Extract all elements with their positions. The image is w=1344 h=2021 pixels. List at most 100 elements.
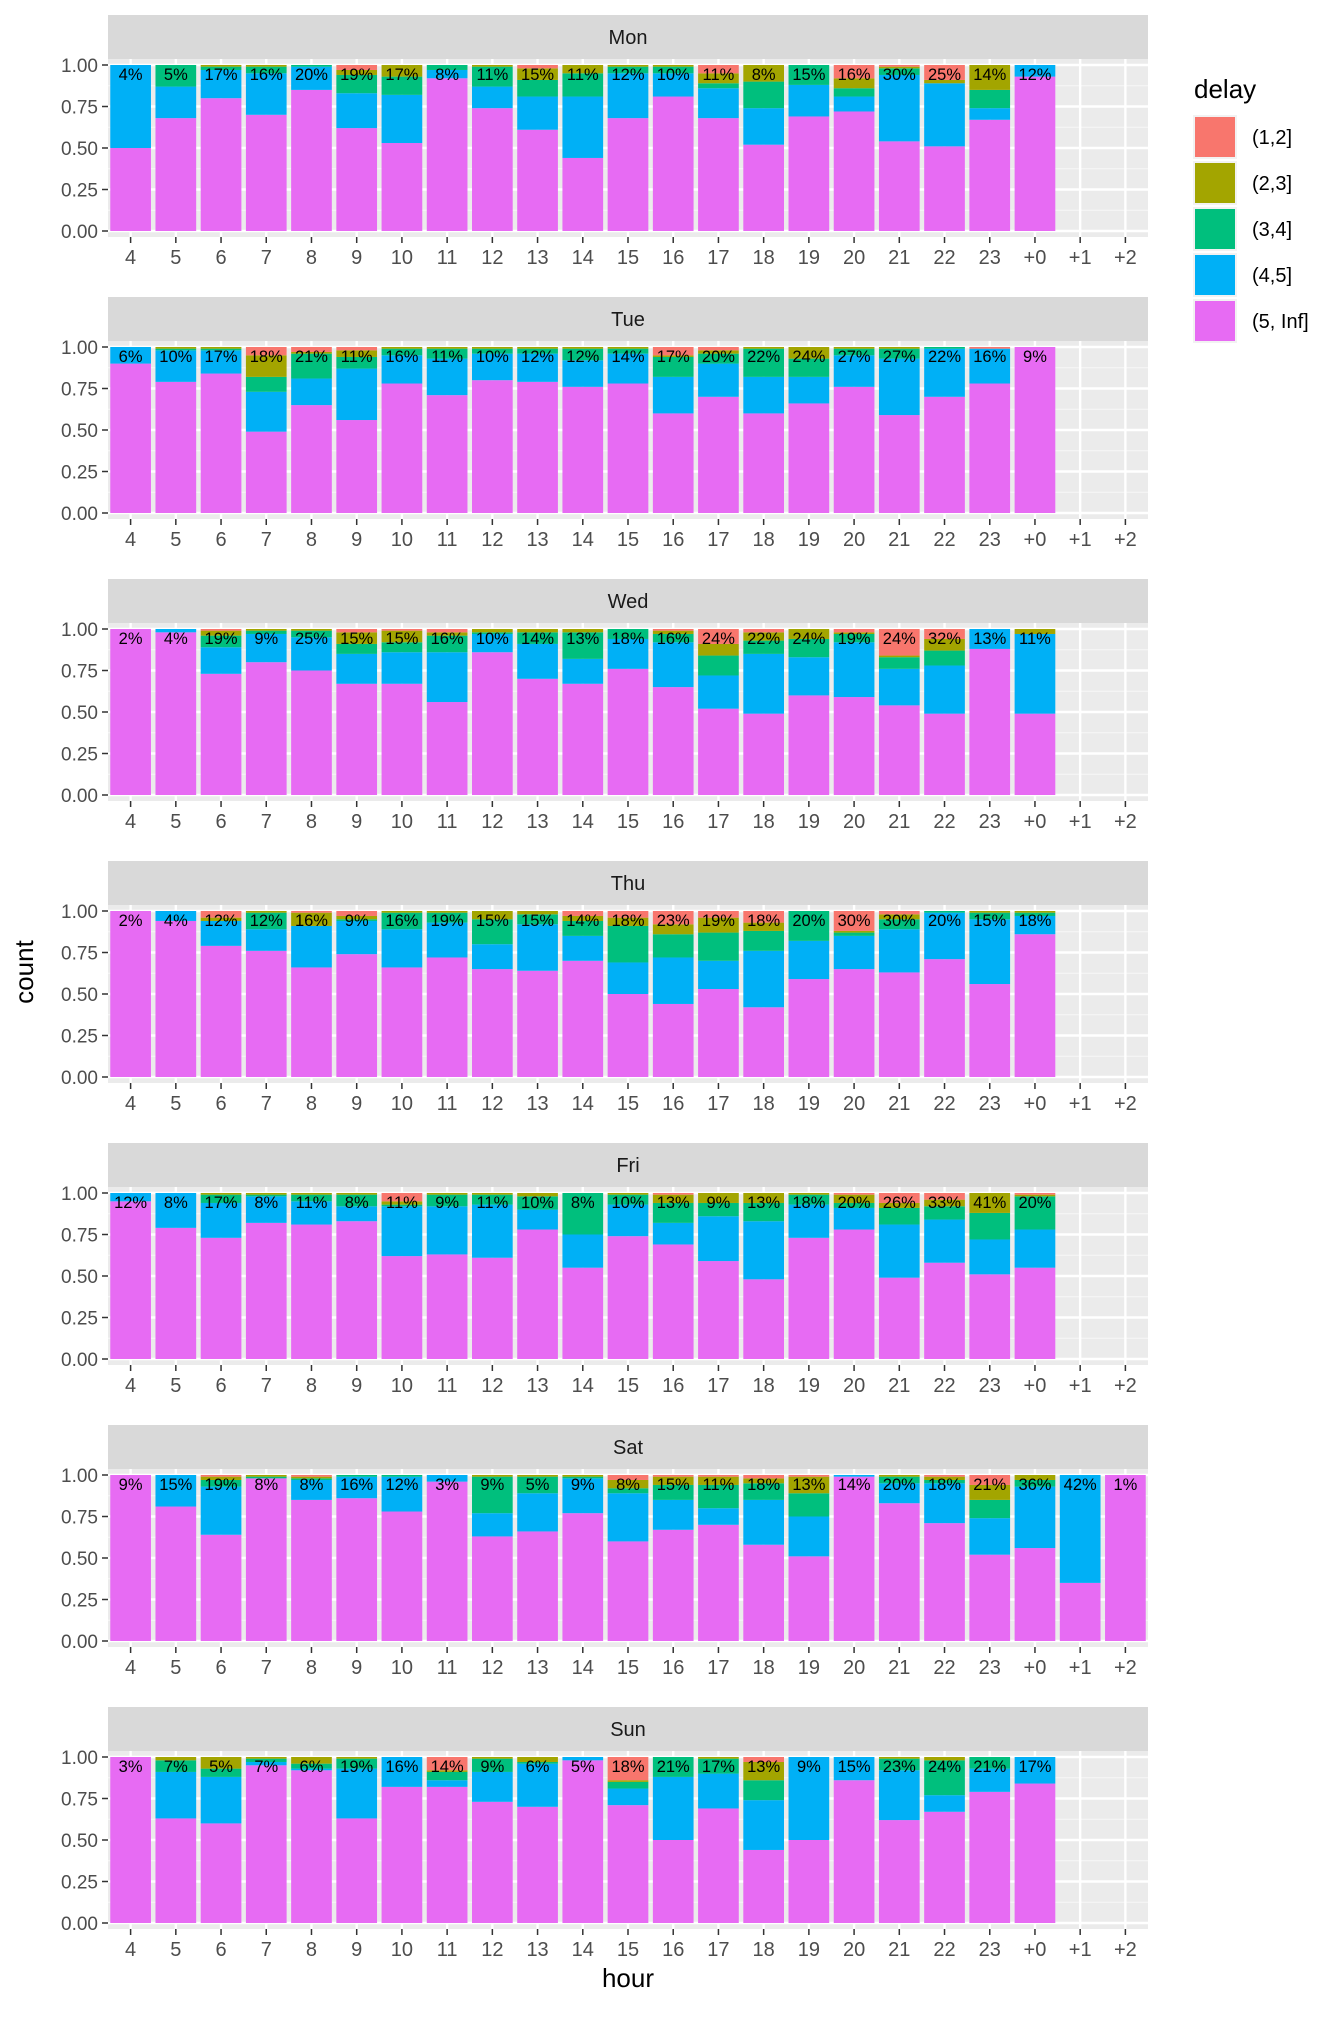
- x-tick-label: 9: [351, 811, 362, 833]
- x-tick-label: 21: [888, 1657, 910, 1679]
- bar-percent-label: 20%: [295, 66, 328, 84]
- x-tick-label: 22: [933, 529, 955, 551]
- x-tick-label: 7: [261, 529, 272, 551]
- legend-title: delay: [1194, 74, 1256, 104]
- legend-key: [1195, 255, 1235, 295]
- x-tick-label: 16: [662, 811, 684, 833]
- bar-segment: [245, 391, 287, 432]
- bar-segment: [336, 1498, 378, 1641]
- facet-strip: [108, 1425, 1148, 1469]
- bar-percent-label: 20%: [792, 912, 825, 930]
- bar-segment: [155, 629, 197, 633]
- x-tick-label: +1: [1069, 247, 1092, 269]
- bar-segment: [336, 920, 378, 955]
- bar-percent-label: 24%: [792, 348, 825, 366]
- bar-segment: [245, 1476, 287, 1479]
- bar-percent-label: 12%: [385, 1476, 418, 1494]
- bar-segment: [110, 1475, 151, 1641]
- bar-segment: [562, 960, 604, 1077]
- bar-segment: [1014, 1267, 1056, 1359]
- y-tick-label: 0.75: [61, 98, 98, 119]
- y-tick-label: 0.00: [61, 1914, 98, 1935]
- bar-segment: [1014, 915, 1056, 935]
- bar-percent-label: 13%: [973, 630, 1006, 648]
- bar-segment: [833, 1207, 875, 1230]
- x-tick-label: +1: [1069, 1375, 1092, 1397]
- bar-segment: [878, 66, 920, 69]
- bar-segment: [652, 1202, 694, 1223]
- bar-segment: [698, 83, 739, 89]
- bar-segment: [245, 633, 287, 663]
- x-tick-label: 10: [391, 1093, 413, 1115]
- bar-segment: [698, 911, 739, 918]
- bar-segment: [743, 1780, 784, 1801]
- bar-segment: [472, 348, 513, 354]
- bar-percent-label: 9%: [480, 1476, 504, 1494]
- bar-segment: [472, 629, 513, 633]
- bar-segment: [381, 347, 423, 349]
- bar-segment: [200, 945, 242, 1077]
- bar-segment: [291, 967, 332, 1077]
- facet-strip: [108, 861, 1148, 905]
- y-tick-label: 0.75: [61, 1226, 98, 1247]
- x-tick-label: 11: [437, 811, 458, 833]
- bar-segment: [200, 1776, 242, 1824]
- bar-segment: [426, 65, 468, 70]
- bar-segment: [698, 347, 739, 351]
- bar-percent-label: 24%: [883, 630, 916, 648]
- bar-segment: [878, 929, 920, 973]
- bar-segment: [607, 917, 649, 926]
- bar-segment: [245, 929, 287, 951]
- x-tick-label: 18: [753, 1939, 775, 1961]
- bar-segment: [833, 932, 875, 936]
- bar-segment: [336, 356, 378, 369]
- bar-segment: [788, 1516, 830, 1557]
- y-tick-label: 0.25: [61, 1591, 98, 1612]
- panel-sun: Sun 0.00 0.25 0.50 0.75 1.00 4 5 6 7 8 9 10 11 12 13 14 1…: [61, 1707, 1148, 1961]
- bar-segment: [517, 1761, 558, 1764]
- bar-segment: [833, 642, 875, 698]
- bar-segment: [381, 1204, 423, 1207]
- x-tick-label: 4: [125, 1939, 136, 1961]
- bar-segment: [472, 347, 513, 349]
- x-tick-label: 21: [888, 1093, 910, 1115]
- bar-segment: [472, 1758, 513, 1772]
- x-tick-label: 16: [662, 1657, 684, 1679]
- x-tick-label: 20: [843, 811, 865, 833]
- bar-percent-label: 41%: [973, 1194, 1006, 1212]
- bar-segment: [426, 1481, 468, 1641]
- y-tick-label: 1.00: [61, 1466, 98, 1487]
- bar-percent-label: 19%: [838, 630, 871, 648]
- panel-fri: Fri 0.00 0.25 0.50 0.75 1.00 4 5 6 7 8 9 10 11 12 13 14 1…: [61, 1143, 1148, 1397]
- bar-percent-label: 19%: [340, 66, 373, 84]
- x-tick-label: 23: [979, 811, 1001, 833]
- x-tick-label: 12: [481, 811, 503, 833]
- bar-percent-label: 5%: [526, 1476, 550, 1494]
- bar-percent-label: 15%: [521, 66, 554, 84]
- bar-segment: [969, 919, 1011, 985]
- bar-segment: [200, 1534, 242, 1641]
- bar-percent-label: 4%: [164, 912, 188, 930]
- bar-segment: [969, 89, 1011, 109]
- bar-segment: [788, 657, 830, 696]
- bar-percent-label: 13%: [657, 1194, 690, 1212]
- bar-segment: [426, 652, 468, 703]
- bar-segment: [426, 1770, 468, 1772]
- bar-percent-label: 11%: [1019, 630, 1051, 648]
- bar-segment: [381, 1206, 423, 1257]
- x-tick-label: 4: [125, 1375, 136, 1397]
- x-tick-label: 6: [215, 247, 226, 269]
- bar-segment: [924, 911, 965, 913]
- bar-segment: [110, 148, 151, 231]
- bar-segment: [652, 1484, 694, 1500]
- bar-percent-label: 30%: [838, 912, 871, 930]
- bar-segment: [155, 1818, 197, 1923]
- bar-percent-label: 20%: [883, 1476, 916, 1494]
- bar-segment: [969, 348, 1011, 384]
- bar-segment: [336, 919, 378, 921]
- x-tick-label: 21: [888, 529, 910, 551]
- y-tick-label: 0.00: [61, 1350, 98, 1371]
- x-tick-label: 22: [933, 1657, 955, 1679]
- bar-percent-label: 16%: [385, 1758, 418, 1776]
- bar-segment: [652, 924, 694, 935]
